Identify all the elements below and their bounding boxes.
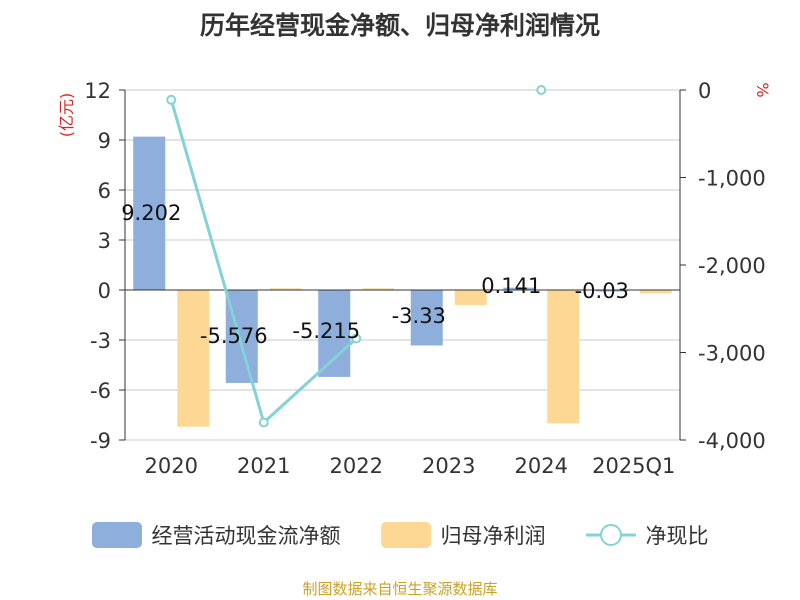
- category-label: 2024: [515, 454, 568, 478]
- line-segment-cash-ratio: [169, 99, 266, 423]
- point-cash-ratio: [258, 417, 269, 428]
- bar-operating-cash: [133, 136, 166, 290]
- left-tick-label: 9: [98, 129, 111, 153]
- bar-operating-cash: [595, 290, 628, 292]
- bar-net-profit: [454, 290, 487, 305]
- left-tick-label: 3: [98, 229, 111, 253]
- axes: 12 9 6 3 0 -3 -6 -9 (亿元) 0 -1,000 -2,000 -3,000 -4,00…: [57, 79, 772, 478]
- left-tick-label: 6: [98, 179, 111, 203]
- bar-marks: [133, 136, 672, 427]
- bar-operating-cash: [318, 290, 351, 377]
- data-label: -5.576: [200, 324, 268, 348]
- legend-label-cash-ratio: 净现比: [645, 524, 709, 548]
- bar-net-profit: [639, 290, 672, 294]
- legend-swatch-net-profit: [380, 522, 431, 548]
- legend-swatch-cash-ratio: [585, 524, 636, 546]
- left-axis-label: (亿元): [57, 93, 76, 138]
- line-segment-cash-ratio: [262, 337, 358, 424]
- point-cash-ratio: [536, 85, 547, 95]
- category-label: 2021: [237, 454, 290, 478]
- bar-operating-cash: [410, 290, 443, 346]
- right-tick-label: -1,000: [698, 167, 766, 191]
- data-label: -3.33: [392, 304, 446, 328]
- bar-net-profit: [177, 290, 210, 427]
- left-tick-label: -3: [90, 329, 111, 353]
- data-label: -0.03: [575, 279, 629, 303]
- bar-operating-cash: [503, 287, 536, 290]
- category-label: 2020: [145, 454, 198, 478]
- data-label: 0.141: [481, 274, 541, 298]
- legend-label-operating-cash: 经营活动现金流净额: [151, 524, 341, 548]
- right-tick-label: -3,000: [698, 342, 766, 366]
- category-label: 2025Q1: [592, 454, 675, 478]
- bar-net-profit: [362, 288, 395, 290]
- left-tick-label: -9: [90, 429, 111, 453]
- source-note: 制图数据来自恒生聚源数据库: [302, 580, 498, 598]
- data-label: -5.215: [292, 319, 360, 343]
- data-labels: 9.202 -5.576 -5.215 -3.33 0.141 -0.03: [121, 201, 629, 348]
- grid-lines: [125, 89, 680, 441]
- right-tick-label: 0: [698, 79, 711, 103]
- line-marks: [166, 85, 547, 428]
- legend-item-operating-cash[interactable]: 经营活动现金流净额: [91, 520, 341, 550]
- legend-item-net-profit[interactable]: 归母净利润: [380, 520, 546, 550]
- left-tick-label: 12: [84, 79, 111, 103]
- category-label: 2022: [330, 454, 383, 478]
- right-tick-label: -2,000: [698, 254, 766, 278]
- bar-net-profit: [269, 288, 302, 290]
- legend-label-net-profit: 归母净利润: [440, 524, 546, 548]
- right-tick-label: -4,000: [698, 429, 766, 453]
- data-label: 9.202: [121, 201, 181, 225]
- left-tick-label: 0: [98, 279, 111, 303]
- legend-item-cash-ratio[interactable]: 净现比: [585, 520, 709, 550]
- legend-swatch-operating-cash: [91, 522, 142, 548]
- right-axis-label: %: [753, 82, 772, 97]
- bar-net-profit: [547, 290, 580, 424]
- point-cash-ratio: [166, 94, 177, 105]
- left-tick-label: -6: [90, 379, 111, 403]
- chart-title: 历年经营现金净额、归母净利润情况: [199, 11, 600, 40]
- point-cash-ratio: [351, 333, 362, 344]
- legend: 经营活动现金流净额 归母净利润 净现比: [0, 515, 800, 555]
- category-label: 2023: [422, 454, 475, 478]
